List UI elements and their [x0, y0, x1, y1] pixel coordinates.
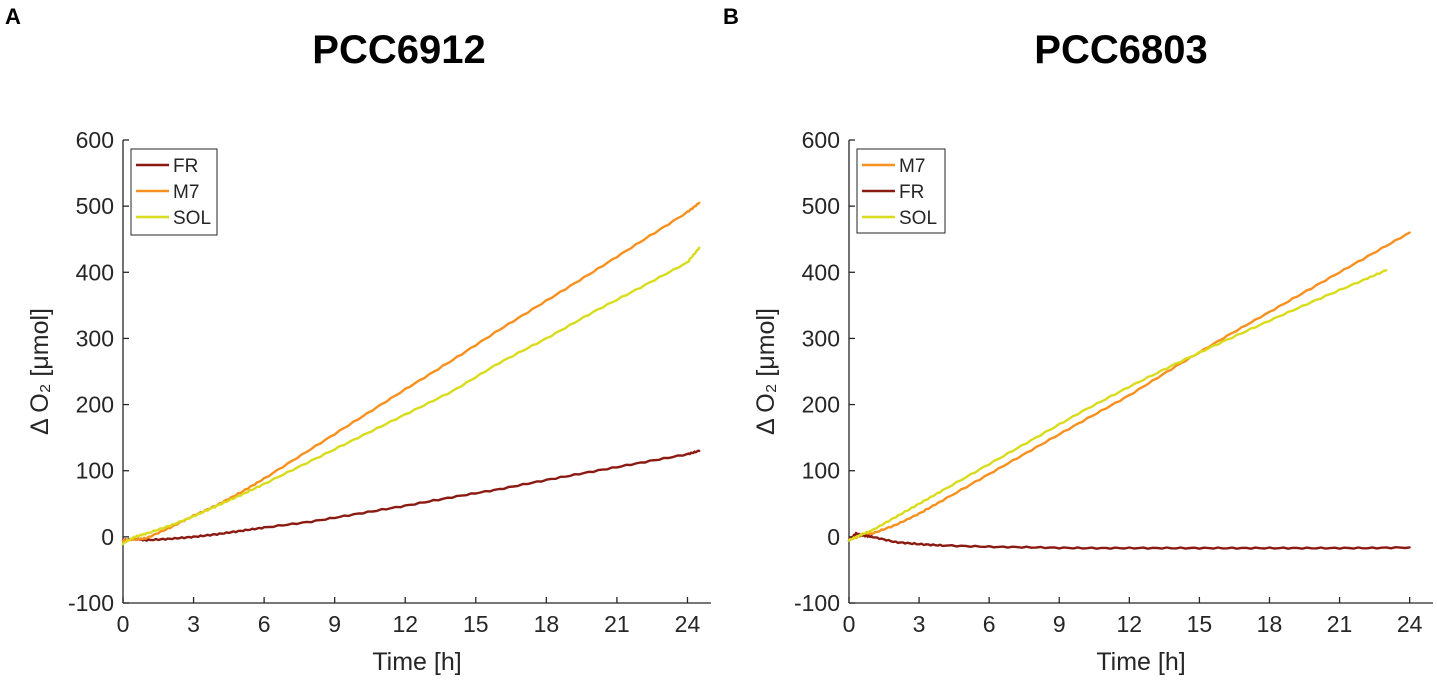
x-tick-label: 24 — [1397, 611, 1423, 637]
x-tick-label: 0 — [843, 611, 856, 637]
x-tick-label: 3 — [913, 611, 926, 637]
chart-title: PCC6912 — [312, 28, 485, 72]
legend: FR M7 SOL — [130, 148, 218, 236]
x-tick-label: 18 — [534, 611, 560, 637]
x-tick-label: 12 — [392, 611, 418, 637]
legend: M7 FR SOL — [856, 148, 946, 234]
x-axis-label: Time [h] — [1096, 648, 1185, 676]
legend-label-m7: M7 — [899, 156, 925, 177]
series-line-m7 — [847, 231, 1411, 542]
x-tick-label: 6 — [983, 611, 996, 637]
legend-label-sol: SOL — [899, 208, 937, 229]
y-tick-label: 100 — [802, 458, 840, 484]
y-tick-label: 300 — [802, 325, 840, 351]
series-line-fr — [847, 531, 1411, 550]
x-tick-label: 9 — [328, 611, 341, 637]
y-axis-label: Δ O₂ [μmol] — [26, 308, 54, 435]
x-tick-label: 24 — [675, 611, 701, 637]
y-tick-label: 600 — [802, 127, 840, 153]
x-tick-label: 21 — [604, 611, 630, 637]
y-tick-label: 400 — [802, 259, 840, 285]
y-tick-label: 0 — [101, 524, 114, 550]
legend-label-sol: SOL — [173, 208, 211, 229]
y-tick-label: -100 — [794, 590, 840, 616]
y-tick-label: 100 — [76, 458, 114, 484]
y-tick-label: -100 — [68, 590, 114, 616]
y-tick-label: 200 — [802, 392, 840, 418]
panel-letter: A — [5, 4, 21, 29]
series-line-sol — [121, 246, 701, 546]
x-tick-label: 12 — [1117, 611, 1143, 637]
x-axis-label: Time [h] — [372, 648, 461, 676]
x-tick-label: 6 — [258, 611, 271, 637]
series-line-fr — [121, 449, 701, 542]
x-tick-label: 15 — [1187, 611, 1213, 637]
x-tick-label: 3 — [187, 611, 200, 637]
x-tick-label: 21 — [1327, 611, 1353, 637]
legend-label-m7: M7 — [173, 182, 199, 203]
x-tick-label: 9 — [1053, 611, 1066, 637]
y-tick-label: 0 — [827, 524, 840, 550]
y-axis-label: Δ O₂ [μmol] — [752, 308, 780, 435]
chart-title: PCC6803 — [1034, 28, 1207, 72]
y-tick-label: 400 — [76, 259, 114, 285]
y-tick-label: 500 — [76, 193, 114, 219]
y-tick-label: 300 — [76, 325, 114, 351]
y-tick-label: 600 — [76, 127, 114, 153]
legend-label-fr: FR — [173, 156, 198, 177]
legend-label-fr: FR — [899, 182, 924, 203]
panel-letter: B — [723, 4, 739, 29]
series-line-sol — [847, 269, 1388, 542]
x-tick-label: 0 — [117, 611, 130, 637]
x-tick-label: 18 — [1257, 611, 1283, 637]
y-tick-label: 500 — [802, 193, 840, 219]
series-line-m7 — [121, 201, 701, 542]
x-tick-label: 15 — [463, 611, 489, 637]
y-tick-label: 200 — [76, 392, 114, 418]
